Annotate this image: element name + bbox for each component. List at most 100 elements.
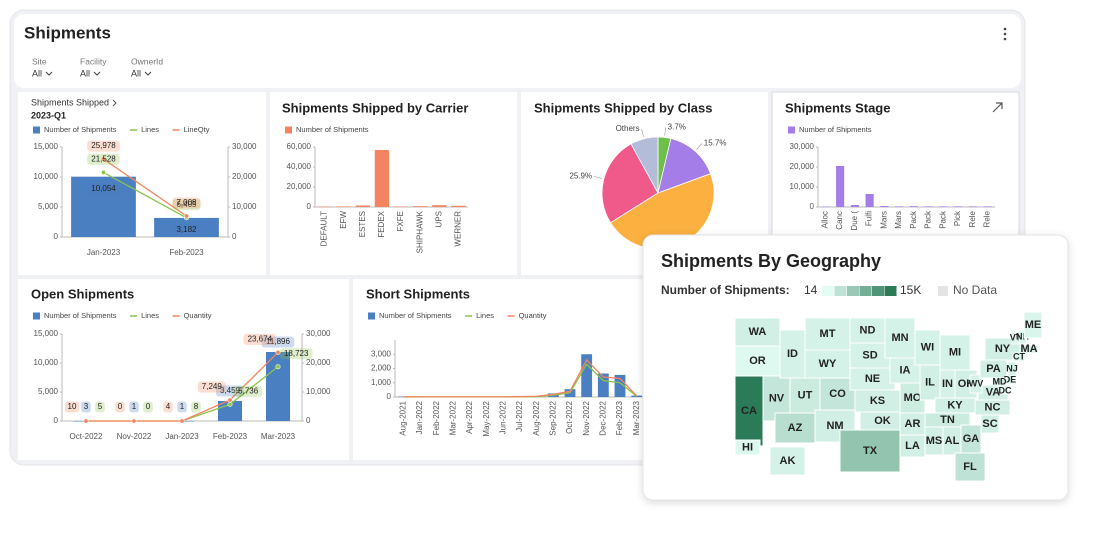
- legend-max: 15K: [900, 283, 921, 297]
- state-label: MI: [949, 346, 961, 358]
- state[interactable]: [1012, 352, 1026, 362]
- y-tick-label: 15,000: [34, 329, 59, 338]
- x-tick-label: Mar-2023: [261, 432, 296, 441]
- state[interactable]: [992, 377, 1007, 387]
- x-tick-label: Mars: [879, 211, 888, 229]
- filter[interactable]: Facility All: [80, 56, 107, 78]
- state[interactable]: [939, 334, 971, 371]
- state-label: PA: [986, 363, 1001, 375]
- state[interactable]: [734, 375, 764, 447]
- y-tick-label: 3,000: [371, 349, 392, 358]
- legend-label: Number of Shipments: [44, 125, 117, 134]
- bar: [393, 206, 409, 207]
- value-label-bg: [177, 401, 187, 413]
- chevron: [144, 71, 152, 76]
- state[interactable]: [1000, 387, 1010, 395]
- x-tick-label: Jan-2023: [87, 248, 121, 257]
- line-point: [131, 418, 137, 424]
- line-point: [184, 213, 190, 219]
- y-tick-label: 5,000: [38, 387, 59, 396]
- dashboard-title: Shipments: [24, 23, 111, 42]
- state-label: WA: [749, 326, 767, 338]
- value-label: 11,896: [266, 337, 290, 346]
- bar: [850, 205, 859, 207]
- pie-slice: [601, 143, 659, 224]
- x-tick-label: Rele: [968, 210, 977, 227]
- x-tick-label: Dec-2022: [598, 400, 607, 435]
- state-label: KS: [870, 395, 885, 407]
- x-tick-label: Mar-2022: [448, 400, 457, 435]
- x-tick-label: Pack: [938, 210, 947, 229]
- value-label-bg: [216, 385, 244, 397]
- state-label: IA: [900, 364, 911, 376]
- state-label: IN: [942, 378, 953, 390]
- x-tick-label: Sep-2022: [548, 400, 557, 435]
- value-label: 5: [98, 402, 103, 411]
- menu-icon[interactable]: [1003, 27, 1007, 41]
- value-label-bg: [172, 199, 201, 211]
- state[interactable]: [734, 439, 761, 456]
- y-tick-label: 20,000: [790, 162, 815, 171]
- value-label: 0: [146, 402, 151, 411]
- bar: [865, 194, 874, 207]
- line-point: [101, 169, 107, 175]
- state[interactable]: [734, 317, 781, 347]
- bar: [413, 206, 428, 207]
- value-label-bg: [191, 401, 201, 413]
- value-label-bg: [87, 153, 120, 165]
- line-point: [227, 397, 233, 403]
- legend-label: LineQty: [184, 125, 210, 134]
- x-tick-label: Feb-2023: [615, 400, 624, 435]
- y-tick-label: 1,000: [371, 378, 392, 387]
- bar: [581, 354, 593, 397]
- state[interactable]: [969, 374, 983, 394]
- y-tick-label: 0: [387, 392, 392, 401]
- y-tick-label: 0: [307, 202, 312, 211]
- state[interactable]: [954, 452, 986, 482]
- state-label: VA: [986, 386, 1001, 398]
- expand-icon[interactable]: [992, 102, 1003, 113]
- line-series: [403, 358, 638, 398]
- state[interactable]: [914, 329, 941, 366]
- state-label: MN: [891, 332, 908, 344]
- state-label: HI: [742, 441, 753, 453]
- state[interactable]: [1023, 311, 1043, 339]
- bar: [909, 206, 918, 207]
- legend-swatch: [788, 126, 795, 134]
- pie-slice: [657, 138, 712, 194]
- legend-label: Number of Shipments: [296, 125, 369, 134]
- y-tick-label: 5,000: [38, 202, 59, 211]
- state-label: SD: [862, 349, 877, 361]
- leader-line: [641, 128, 644, 137]
- filter[interactable]: OwnerId All: [131, 56, 163, 78]
- state-label: NJ: [1006, 363, 1018, 373]
- y2-tick-label: 0: [232, 232, 237, 241]
- chart: Shipments Shipped 2023-Q1 Number of Shipme…: [31, 97, 257, 257]
- line-series: [103, 158, 187, 217]
- x-tick-label: Feb-2023: [169, 248, 204, 257]
- state-label: SC: [982, 418, 997, 430]
- value-label: 23,674: [248, 334, 273, 343]
- bar: [374, 150, 390, 207]
- value-label: 5,736: [238, 386, 259, 395]
- state[interactable]: [774, 412, 816, 444]
- value-label-bg: [243, 333, 277, 345]
- state-label: LA: [905, 440, 920, 452]
- state[interactable]: [734, 345, 781, 377]
- state[interactable]: [769, 446, 806, 476]
- state[interactable]: [1019, 344, 1039, 354]
- panel: [18, 92, 266, 275]
- bar: [895, 206, 904, 207]
- state[interactable]: [779, 329, 806, 379]
- x-tick-label: Mar-2023: [632, 400, 641, 435]
- state[interactable]: [804, 317, 851, 351]
- legend-label: Lines: [141, 311, 159, 320]
- filter-value: All: [80, 68, 90, 78]
- filter[interactable]: Site All: [32, 56, 53, 78]
- y-tick-label: 20,000: [287, 182, 312, 191]
- panel: [270, 92, 517, 275]
- value-label: 1: [180, 402, 185, 411]
- x-tick-label: Oct-2022: [70, 432, 103, 441]
- state[interactable]: [839, 429, 901, 473]
- chart-title-link[interactable]: Shipments Shipped: [31, 97, 109, 107]
